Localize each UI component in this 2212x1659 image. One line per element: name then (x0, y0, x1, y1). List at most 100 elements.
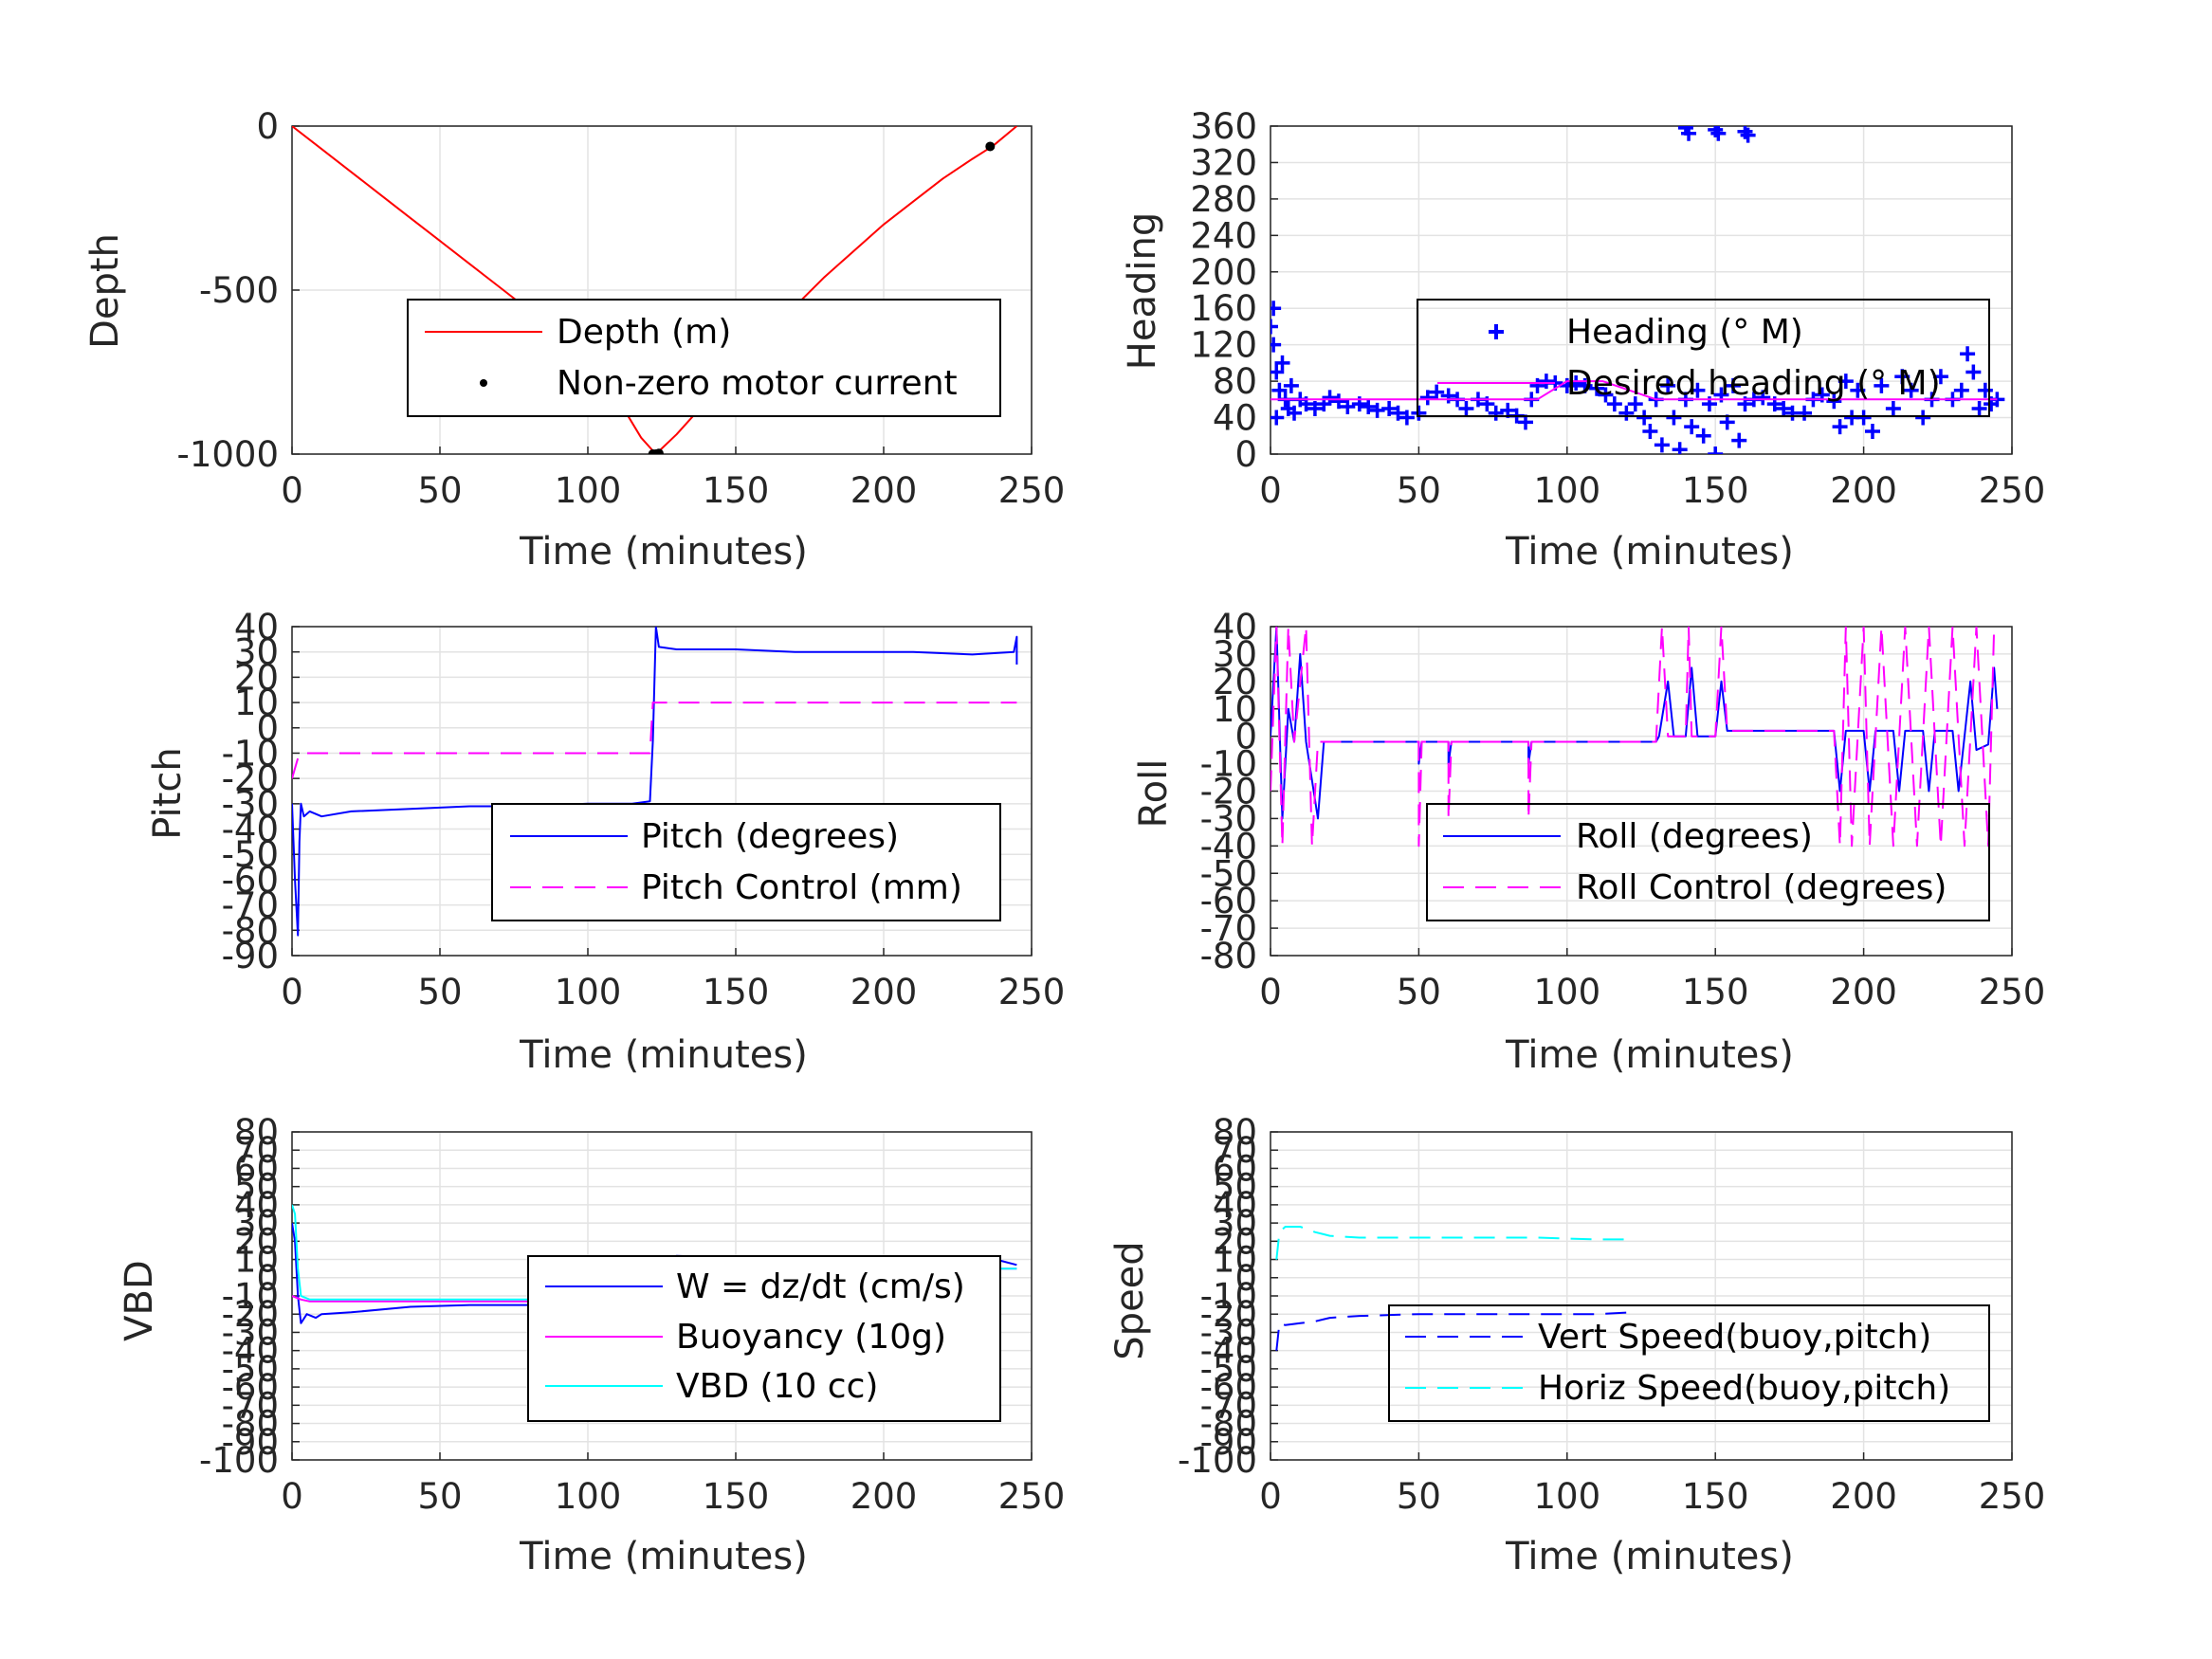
speed-ytick-label-2: -80 (1200, 1404, 1257, 1445)
pitch-ytick-label-2: -70 (222, 885, 279, 926)
heading-series-0-point-9 (1283, 377, 1299, 393)
pitch-xtick-label-4: 200 (850, 972, 918, 1012)
heading-series-0-point-6 (1274, 355, 1290, 371)
vbd-ytick-label-1: -90 (222, 1422, 279, 1463)
speed-ytick-label-11: 10 (1213, 1240, 1257, 1281)
heading-ylabel: Heading (1121, 212, 1164, 370)
speed-ytick-label-4: -60 (1200, 1367, 1257, 1408)
pitch-legend-label-1: Pitch Control (mm) (641, 868, 962, 907)
pitch-ytick-label-5: -40 (222, 810, 279, 850)
heading-series-0-point-38 (1538, 374, 1554, 390)
heading-ytick-label-9: 360 (1190, 106, 1257, 147)
roll-ytick-label-1: -70 (1200, 908, 1257, 949)
heading-series-0-point-2 (1271, 337, 1282, 353)
speed-ytick-label-10: 0 (1234, 1258, 1257, 1299)
depth-xtick-label-5: 250 (998, 470, 1066, 511)
pitch-ytick-label-10: 10 (234, 683, 279, 723)
roll-ytick-label-8: 0 (1234, 717, 1257, 757)
roll-ytick-label-3: -50 (1200, 853, 1257, 894)
pitch-xtick-label-3: 150 (703, 972, 770, 1012)
heading-series-0-point-87 (1932, 369, 1948, 385)
vbd-xtick-label-4: 200 (850, 1476, 918, 1517)
heading-series-0-point-82 (1885, 400, 1901, 416)
speed-ytick-label-8: -20 (1200, 1294, 1257, 1335)
roll-xtick-label-5: 250 (1979, 972, 2046, 1012)
pitch-ytick-label-3: -60 (222, 860, 279, 901)
depth-xtick-label-3: 150 (703, 470, 770, 511)
heading-series-0-point-46 (1618, 405, 1635, 421)
roll-series-0-line (1271, 627, 1999, 820)
vbd-xtick-label-1: 50 (417, 1476, 462, 1517)
heading-series-1-line (1271, 380, 1998, 401)
heading-ytick-label-3: 120 (1190, 325, 1257, 366)
vbd-legend-label-1: Buoyancy (10g) (676, 1318, 946, 1357)
heading-legend-label-1: Desired heading (° M) (1566, 364, 1941, 403)
heading-series-0-point-20 (1369, 402, 1385, 418)
heading-ytick-label-7: 280 (1190, 179, 1257, 220)
depth-series-1-point-2 (653, 448, 664, 454)
heading-series-0-point-45 (1606, 396, 1622, 412)
roll-xlabel: Time (minutes) (1505, 1033, 1794, 1077)
vbd-legend: W = dz/dt (cm/s) Buoyancy (10g) VBD (10 … (527, 1255, 1001, 1422)
roll-legend: Roll (degrees) Roll Control (degrees) (1426, 803, 1990, 921)
heading-xlabel: Time (minutes) (1505, 530, 1794, 574)
pitch-panel: Pitch Time (minutes) 0 50 100 150 200 250-90-… (146, 607, 1065, 1077)
heading-series-0-point-58 (1695, 428, 1711, 444)
heading-series-0-point-56 (1684, 419, 1700, 435)
speed-ytick-label-18: 80 (1213, 1112, 1257, 1153)
roll-legend-box (1426, 803, 1990, 921)
heading-ytick-label-4: 160 (1190, 288, 1257, 329)
heading-legend-swatch-0 (1489, 324, 1504, 339)
pitch-xtick-label-2: 100 (555, 972, 622, 1012)
heading-xtick-label-1: 50 (1397, 470, 1441, 511)
vbd-xtick-label-3: 150 (703, 1476, 770, 1517)
heading-series-0-point-54 (1672, 442, 1688, 454)
roll-ylabel: Roll (1132, 759, 1176, 829)
depth-series-group (292, 126, 1018, 454)
depth-legend-box (407, 299, 1001, 417)
speed-ytick-label-16: 60 (1213, 1148, 1257, 1189)
heading-series-0-point-57 (1690, 382, 1706, 398)
heading-ytick-label-8: 320 (1190, 142, 1257, 183)
roll-ytick-label-2: -60 (1200, 881, 1257, 921)
heading-series-0-point-17 (1340, 399, 1356, 415)
heading-series-0-point-44 (1598, 387, 1614, 403)
roll-xtick-label-4: 200 (1830, 972, 1897, 1012)
heading-ytick-label-2: 80 (1213, 361, 1257, 402)
depth-ylabel: Depth (83, 233, 127, 349)
vbd-legend-box (527, 1255, 1001, 1422)
vbd-ytick-label-5: -50 (222, 1349, 279, 1390)
heading-series-0-point-1 (1271, 301, 1282, 317)
depth-ytick-label-0: -1000 (176, 434, 279, 475)
roll-ytick-label-5: -30 (1200, 798, 1257, 839)
vbd-ytick-label-6: -40 (222, 1331, 279, 1372)
roll-ytick-label-12: 40 (1213, 607, 1257, 647)
heading-series-0-point-62 (1719, 414, 1735, 430)
heading-series-0-point-76 (1837, 374, 1854, 390)
roll-legend-label-1: Roll Control (degrees) (1576, 868, 1947, 907)
heading-xtick-label-3: 150 (1682, 470, 1749, 511)
speed-series-1-line (1275, 1226, 1633, 1260)
vbd-ytick-label-14: 40 (234, 1185, 279, 1226)
heading-series-0-point-80 (1864, 423, 1880, 439)
pitch-ytick-label-11: 20 (234, 657, 279, 698)
heading-series-0-point-63 (1725, 377, 1741, 393)
vbd-ylabel: VBD (118, 1260, 161, 1341)
depth-panel: Depth Time (minutes) 0 50 100 150 200 250 -100… (83, 106, 1065, 574)
roll-ytick-label-7: -10 (1200, 744, 1257, 785)
speed-xtick-label-1: 50 (1397, 1476, 1441, 1517)
speed-ytick-label-17: 70 (1213, 1130, 1257, 1171)
heading-series-0-point-99 (1710, 126, 1727, 141)
speed-xtick-label-4: 200 (1830, 1476, 1897, 1517)
speed-ytick-label-13: 30 (1213, 1203, 1257, 1244)
pitch-xtick-label-5: 250 (998, 972, 1066, 1012)
pitch-ytick-label-0: -90 (222, 936, 279, 976)
heading-legend: Heading (° M) Desired heading (° M) (1417, 299, 1990, 417)
heading-series-0-point-83 (1894, 369, 1910, 385)
heading-legend-label-0: Heading (° M) (1566, 313, 1803, 352)
vbd-ytick-label-4: -60 (222, 1367, 279, 1408)
depth-xtick-label-2: 100 (555, 470, 622, 511)
heading-series-0-point-79 (1856, 410, 1872, 426)
heading-xtick-label-2: 100 (1533, 470, 1600, 511)
roll-xtick-label-3: 150 (1682, 972, 1749, 1012)
